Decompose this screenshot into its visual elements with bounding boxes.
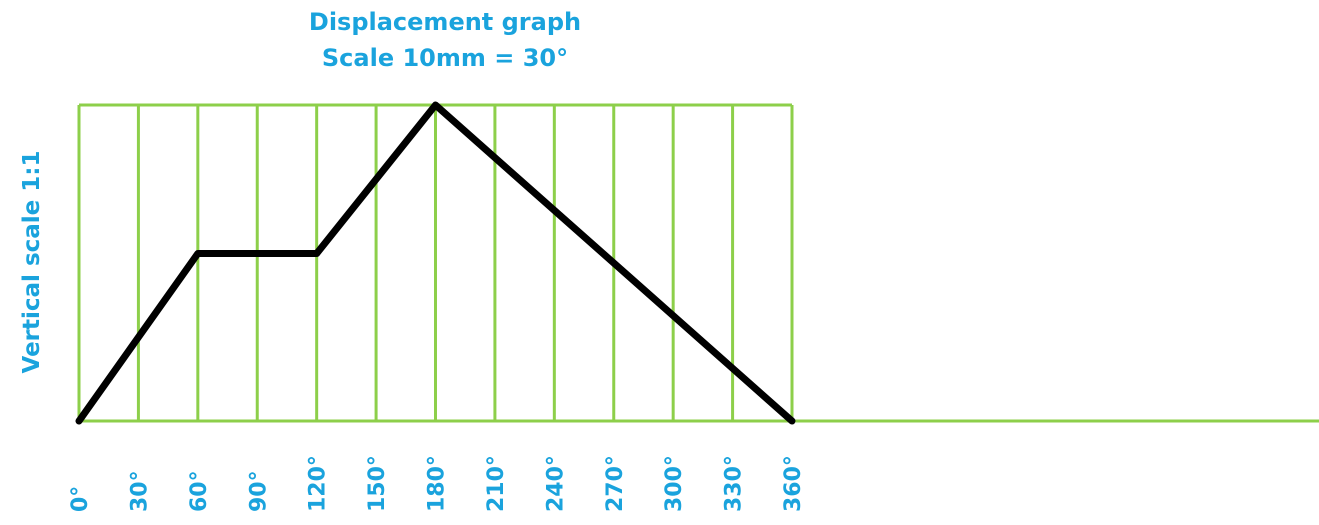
x-tick-label-2: 60° <box>187 470 212 512</box>
x-tick-label-6: 180° <box>425 455 450 512</box>
x-tick-label-9: 270° <box>603 455 628 512</box>
x-tick-label-1: 30° <box>127 470 152 512</box>
x-tick-label-11: 330° <box>722 455 747 512</box>
grid <box>77 103 1319 423</box>
x-tick-label-12: 360° <box>781 455 806 512</box>
x-tick-label-4: 120° <box>306 455 331 512</box>
x-tick-label-0: 0° <box>68 486 93 512</box>
displacement-line-0 <box>75 101 796 425</box>
x-tick-labels: 0° 30° 60° 90° 120° 150° 180° 210° 240° 270° 300° 3… <box>68 455 806 512</box>
chart-title: Displacement graph <box>309 8 581 36</box>
x-tick-label-3: 90° <box>246 470 271 512</box>
x-tick-label-8: 240° <box>543 455 568 512</box>
data-series <box>75 101 796 425</box>
y-axis-label: Vertical scale 1:1 <box>19 151 45 374</box>
x-tick-label-7: 210° <box>484 455 509 512</box>
x-tick-label-10: 300° <box>662 455 687 512</box>
x-tick-label-5: 150° <box>365 455 390 512</box>
chart-subtitle: Scale 10mm = 30° <box>322 44 568 72</box>
